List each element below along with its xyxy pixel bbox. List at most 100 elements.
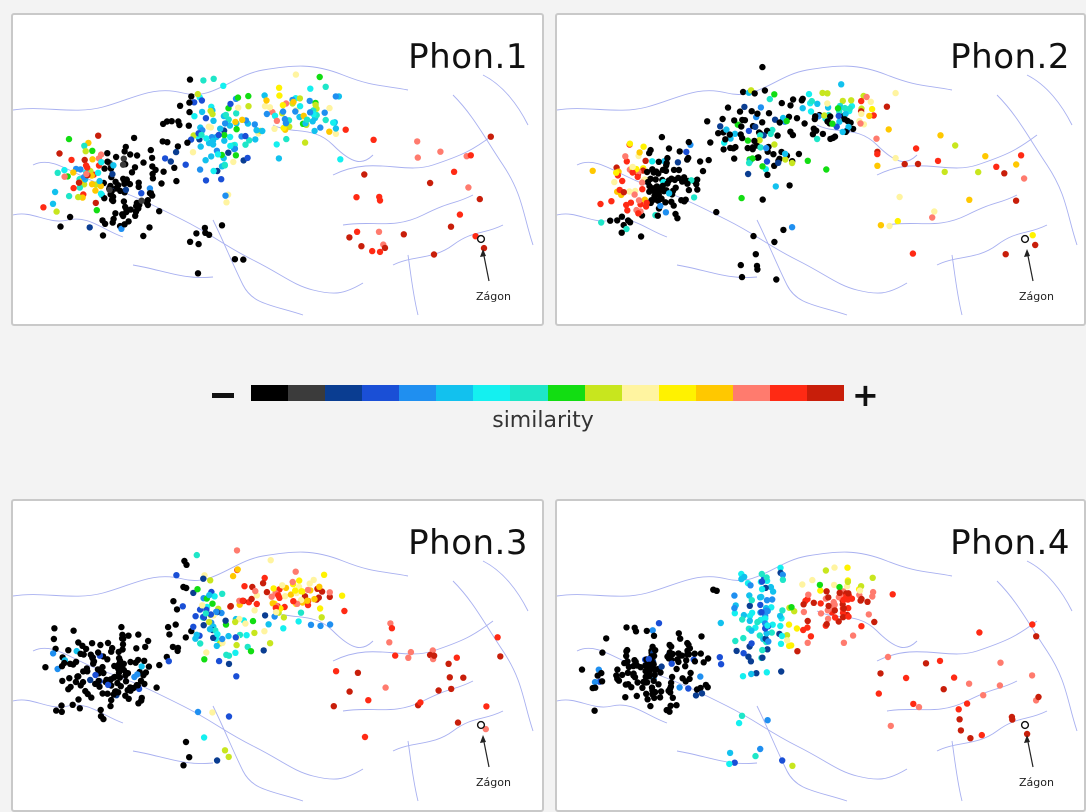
survey-point [877, 222, 885, 229]
survey-point [662, 209, 670, 216]
survey-point [116, 674, 124, 681]
survey-point [731, 592, 738, 599]
survey-point [726, 760, 733, 768]
survey-point [112, 210, 119, 217]
survey-point [622, 153, 629, 160]
survey-point [140, 232, 147, 240]
survey-point [77, 650, 84, 657]
survey-point [193, 551, 200, 559]
survey-point [788, 159, 796, 167]
survey-point [829, 120, 836, 127]
survey-point [100, 669, 107, 677]
survey-point [225, 660, 233, 668]
survey-point [717, 619, 724, 627]
survey-point [658, 663, 665, 670]
survey-point [639, 186, 646, 193]
survey-point [749, 155, 756, 162]
survey-point [650, 677, 657, 685]
survey-point [95, 677, 102, 685]
survey-point [746, 602, 753, 609]
survey-point [845, 613, 852, 620]
survey-point [245, 92, 252, 100]
survey-point [182, 161, 189, 168]
survey-point [757, 601, 764, 609]
survey-point [276, 92, 283, 99]
survey-point [982, 153, 989, 160]
survey-point [912, 145, 920, 152]
survey-point [656, 694, 664, 701]
survey-point [623, 158, 630, 165]
survey-point [922, 660, 930, 667]
survey-point [53, 707, 60, 714]
survey-point [640, 678, 647, 686]
survey-point [822, 567, 830, 574]
survey-point [186, 76, 194, 83]
survey-point [252, 587, 259, 595]
survey-point [197, 143, 204, 150]
survey-point [894, 217, 901, 225]
survey-point [174, 647, 181, 655]
survey-point [902, 674, 910, 682]
river-line [392, 224, 504, 266]
survey-point [892, 154, 899, 162]
survey-point [249, 617, 257, 625]
survey-point [777, 622, 784, 630]
survey-point [50, 635, 58, 643]
survey-point [164, 139, 171, 146]
survey-point [174, 143, 182, 150]
survey-point [108, 696, 115, 704]
survey-point [100, 715, 107, 723]
survey-point [190, 589, 197, 597]
survey-point [392, 652, 399, 659]
survey-point [748, 640, 755, 647]
survey-point [836, 589, 843, 596]
survey-point [771, 91, 778, 98]
survey-point [261, 628, 268, 635]
survey-point [332, 668, 340, 675]
survey-point [127, 684, 134, 691]
survey-point [715, 130, 722, 137]
survey-point [754, 618, 761, 626]
zagon-label: Zágon [476, 776, 511, 789]
survey-point [744, 137, 752, 144]
survey-point [164, 623, 172, 631]
legend-swatch [695, 385, 733, 401]
survey-point [153, 684, 160, 691]
survey-point [226, 133, 234, 141]
survey-point [316, 73, 323, 81]
survey-point [786, 182, 793, 189]
survey-point [646, 149, 653, 157]
survey-point [668, 198, 675, 205]
survey-point [758, 578, 766, 585]
survey-point [387, 620, 394, 627]
survey-point [957, 727, 965, 734]
survey-point [835, 112, 842, 120]
survey-point [744, 170, 752, 178]
survey-point [200, 77, 207, 84]
survey-point [650, 632, 658, 639]
survey-point [296, 95, 304, 102]
survey-point [783, 632, 791, 639]
river-line [132, 750, 214, 764]
survey-point [186, 238, 194, 245]
survey-point [304, 597, 311, 604]
survey-point [271, 125, 278, 132]
survey-point [61, 659, 68, 667]
survey-point [104, 150, 111, 157]
survey-point [330, 703, 337, 710]
survey-point [169, 643, 177, 651]
survey-point [210, 167, 217, 175]
survey-point [245, 103, 252, 110]
survey-point [664, 154, 671, 162]
survey-point [145, 663, 153, 670]
survey-point [202, 229, 209, 236]
survey-point [844, 578, 852, 586]
survey-point [619, 671, 626, 679]
survey-point [99, 232, 107, 239]
survey-point [405, 654, 412, 661]
survey-point [318, 614, 325, 621]
river-line [212, 705, 304, 802]
survey-point [133, 152, 141, 159]
zagon-arrowhead [1024, 249, 1030, 257]
survey-point [737, 261, 744, 269]
